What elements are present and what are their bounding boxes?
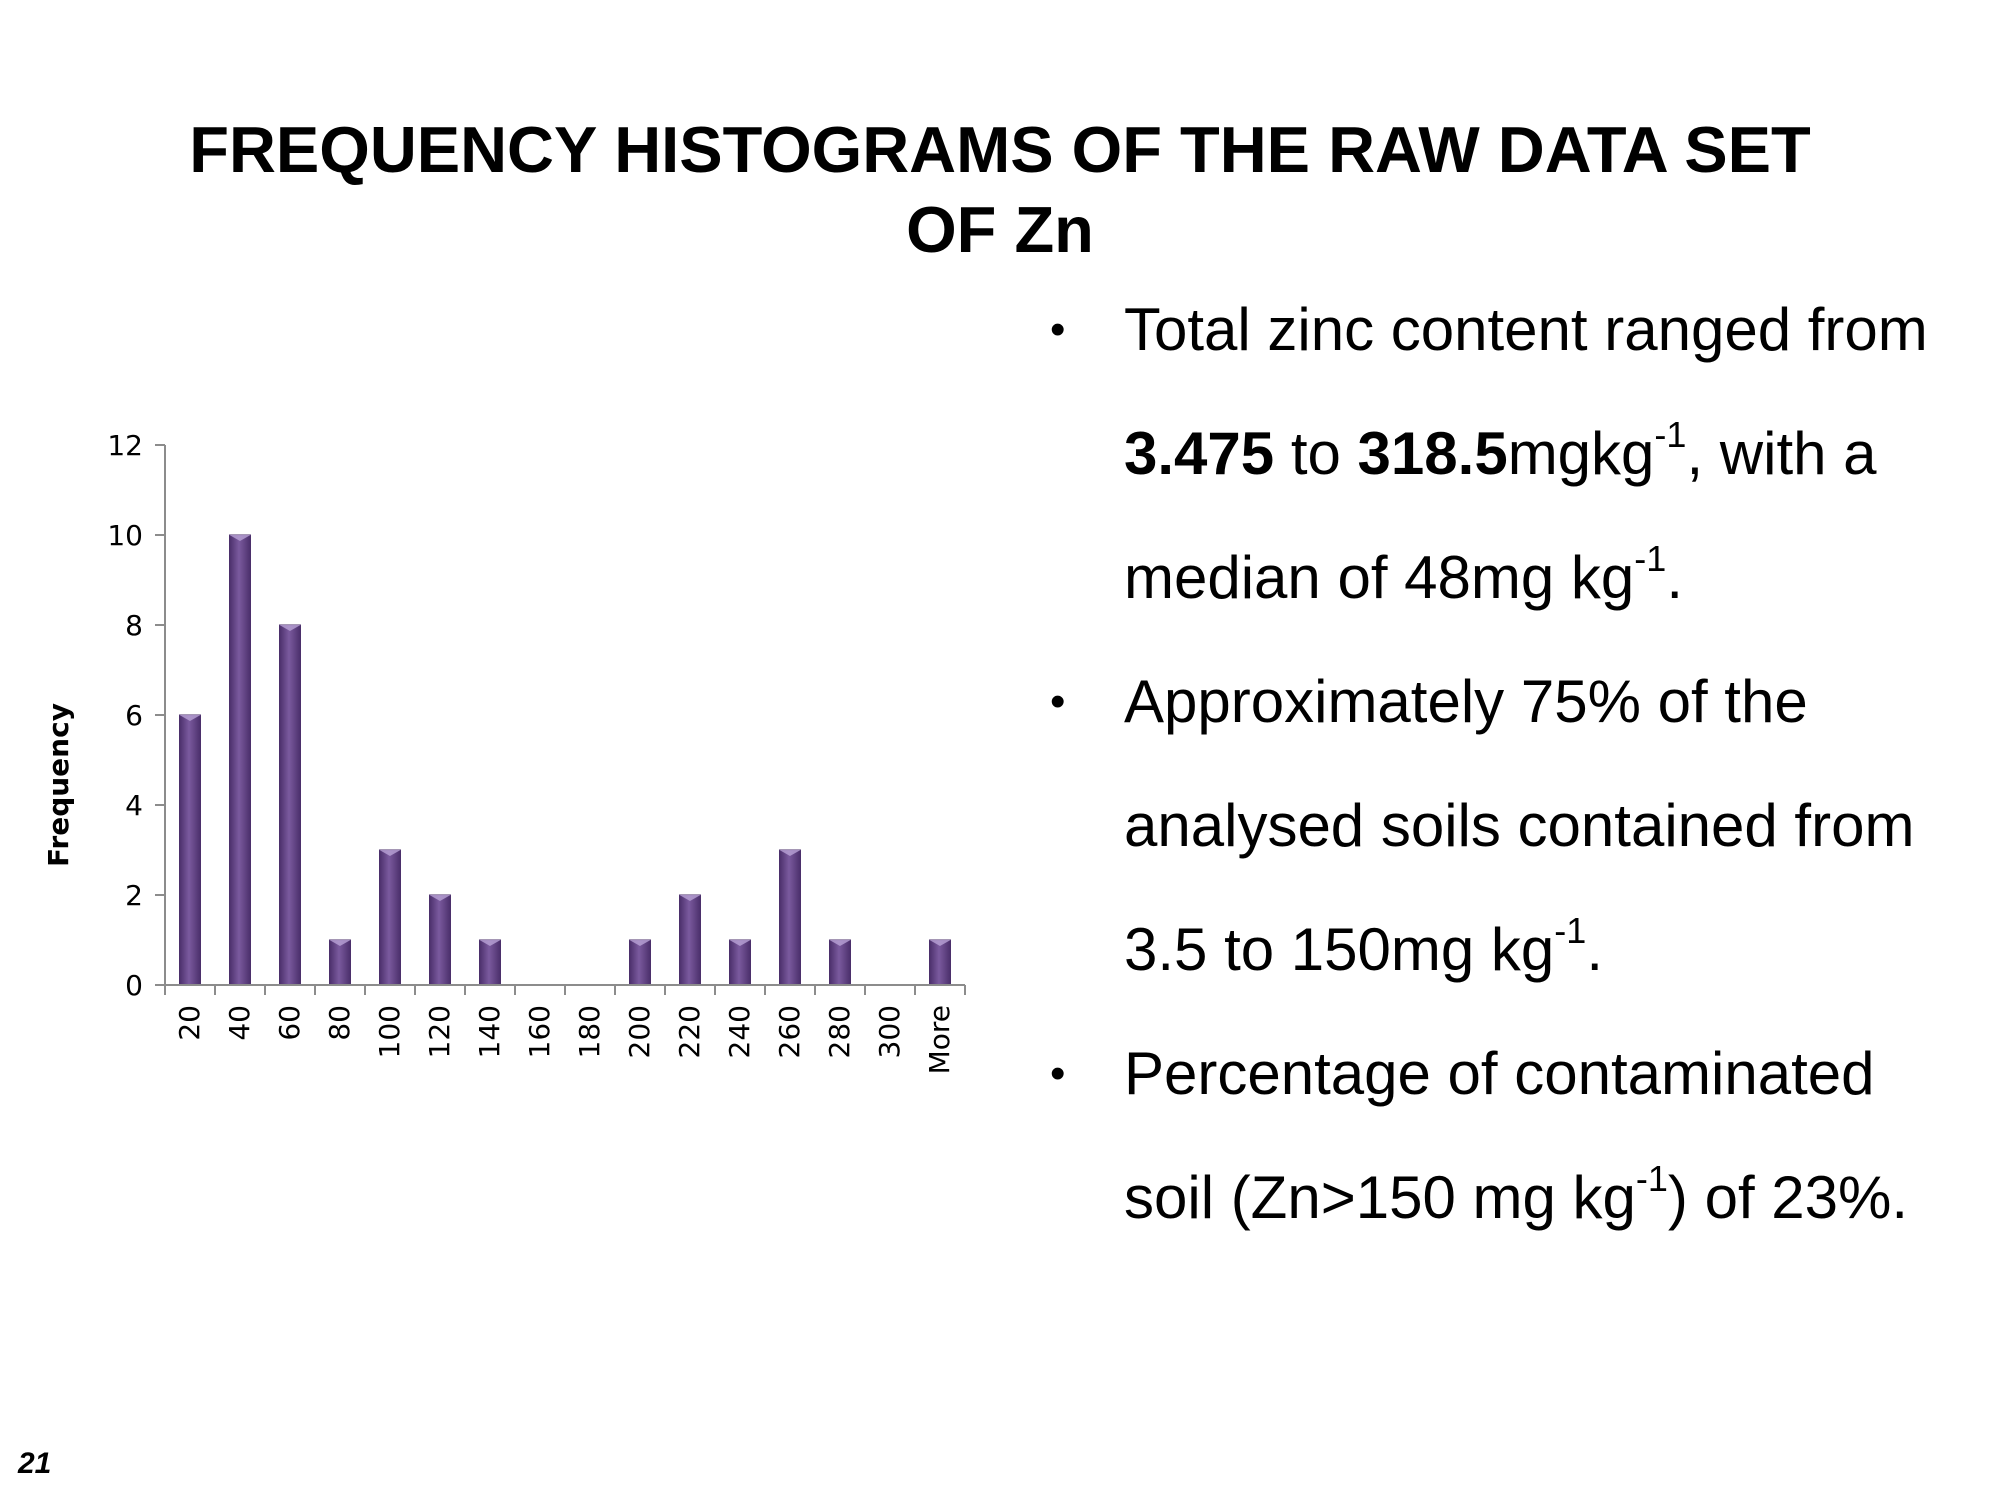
x-tick-label: 40 — [223, 1005, 256, 1041]
bullet-text: , with a median of 48mg kg — [1124, 420, 1877, 611]
y-axis-ticks: 0 2 4 6 8 10 12 — [107, 429, 165, 1002]
bullet-text: to — [1274, 420, 1358, 487]
bullet-list: • Total zinc content ranged from 3.475 to… — [1050, 268, 1980, 1260]
x-tick-label: 260 — [773, 1005, 806, 1058]
x-tick-label: 140 — [473, 1005, 506, 1058]
bar-top-highlight — [429, 895, 451, 901]
bullet-text: Total zinc content ranged from — [1124, 296, 1928, 363]
histogram-bar — [229, 534, 251, 986]
x-tick-label: More — [923, 1005, 956, 1074]
bar-top-highlight — [279, 625, 301, 631]
bar-top-highlight — [679, 895, 701, 901]
bullet-text: Percentage of contaminated soil (Zn>150 … — [1124, 1040, 1875, 1231]
x-tick-label: 300 — [873, 1005, 906, 1058]
y-axis-title: Frequency — [42, 703, 75, 867]
bar-top-highlight — [179, 715, 201, 721]
histogram-bars — [179, 534, 951, 986]
x-tick-label: 240 — [723, 1005, 756, 1058]
histogram-bar — [729, 939, 751, 986]
superscript: -1 — [1654, 414, 1687, 455]
x-tick-label: 180 — [573, 1005, 606, 1058]
bar-top-highlight — [729, 940, 751, 946]
bar-top-highlight — [229, 535, 251, 541]
histogram-bar — [279, 624, 301, 986]
y-tick-label: 4 — [125, 789, 143, 822]
bar-top-highlight — [779, 850, 801, 856]
bullet-item: • Percentage of contaminated soil (Zn>150… — [1050, 1012, 1980, 1260]
bar-top-highlight — [379, 850, 401, 856]
y-tick-label: 6 — [125, 699, 143, 732]
histogram-bar — [929, 939, 951, 986]
histogram-bar — [329, 939, 351, 986]
bold-value: 318.5 — [1357, 420, 1508, 487]
x-tick-label: 160 — [523, 1005, 556, 1058]
y-tick-label: 2 — [125, 879, 143, 912]
superscript: -1 — [1635, 1158, 1668, 1199]
bar-top-highlight — [329, 940, 351, 946]
x-tick-label: 80 — [323, 1005, 356, 1041]
x-tick-label: 20 — [173, 1005, 206, 1041]
histogram-bar — [679, 894, 701, 986]
bar-top-highlight — [629, 940, 651, 946]
bar-top-highlight — [829, 940, 851, 946]
superscript: -1 — [1554, 910, 1587, 951]
histogram-bar — [629, 939, 651, 986]
bullet-dot-icon: • — [1050, 677, 1066, 726]
bullet-dot-icon: • — [1050, 1049, 1066, 1098]
x-tick-label: 60 — [273, 1005, 306, 1041]
bold-value: 3.475 — [1124, 420, 1275, 487]
superscript: -1 — [1634, 538, 1667, 579]
slide-title-line2: OF Zn — [906, 193, 1094, 266]
histogram-bar — [379, 849, 401, 986]
y-tick-label: 0 — [125, 969, 143, 1002]
bullet-text: ) of 23%. — [1667, 1164, 1909, 1231]
frequency-histogram: 0 2 4 6 8 10 12 20 40 60 80 100 120 140 160 180 200 220 2… — [30, 410, 990, 1110]
bullet-dot-icon: • — [1050, 305, 1066, 354]
bullet-item: • Total zinc content ranged from 3.475 to… — [1050, 268, 1980, 640]
histogram-bar — [779, 849, 801, 986]
y-tick-label: 10 — [107, 519, 143, 552]
histogram-bar — [829, 939, 851, 986]
x-tick-label: 280 — [823, 1005, 856, 1058]
x-tick-label: 120 — [423, 1005, 456, 1058]
bullet-text: . — [1666, 544, 1683, 611]
x-tick-label: 220 — [673, 1005, 706, 1058]
histogram-bar — [479, 939, 501, 986]
histogram-bar — [429, 894, 451, 986]
x-tick-label: 200 — [623, 1005, 656, 1058]
bullet-text: . — [1586, 916, 1603, 983]
y-tick-label: 12 — [107, 429, 143, 462]
slide-title: FREQUENCY HISTOGRAMS OF THE RAW DATA SET… — [0, 110, 2000, 270]
bar-top-highlight — [479, 940, 501, 946]
bar-top-highlight — [929, 940, 951, 946]
x-tick-label: 100 — [373, 1005, 406, 1058]
histogram-bar — [179, 714, 201, 986]
slide-title-line1: FREQUENCY HISTOGRAMS OF THE RAW DATA SET — [189, 113, 1811, 186]
bullet-text: mgkg — [1507, 420, 1655, 487]
page-number: 21 — [18, 1447, 52, 1480]
bullet-text: Approximately 75% of the analysed soils … — [1124, 668, 1915, 983]
y-tick-label: 8 — [125, 609, 143, 642]
x-axis-ticks: 20 40 60 80 100 120 140 160 180 200 220 240 260 280 30… — [164, 985, 966, 1074]
bullet-item: • Approximately 75% of the analysed soils… — [1050, 640, 1980, 1012]
